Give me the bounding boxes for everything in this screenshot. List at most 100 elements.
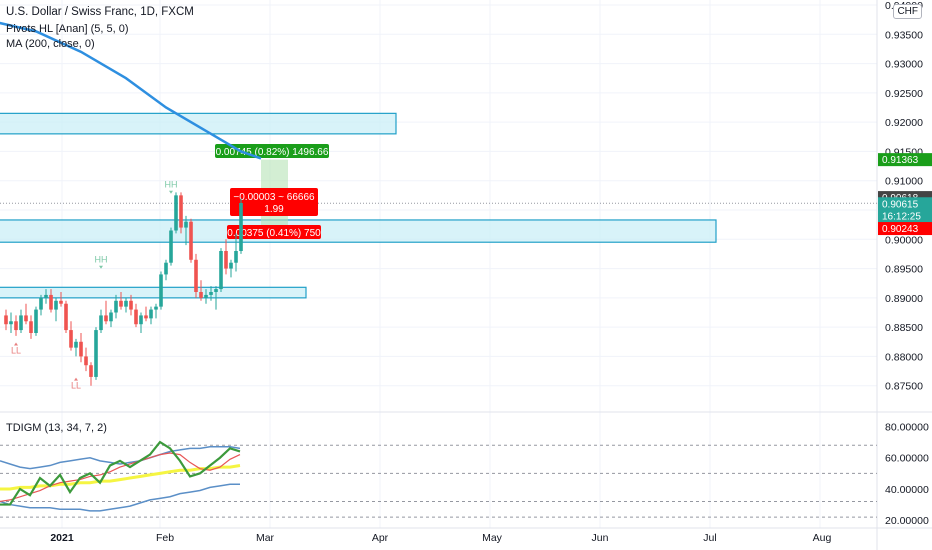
osc-lower-band xyxy=(0,483,240,512)
price-tick: 0.93500 xyxy=(885,29,923,41)
candle xyxy=(74,341,78,348)
zone-2 xyxy=(0,286,307,299)
candle xyxy=(204,294,208,298)
time-tick: Apr xyxy=(372,532,389,544)
price-tick: 0.89500 xyxy=(885,264,923,276)
candle xyxy=(209,292,213,295)
candle xyxy=(149,309,153,319)
candle xyxy=(19,315,23,331)
candle xyxy=(184,221,188,228)
candle xyxy=(109,312,113,322)
candle xyxy=(9,321,13,325)
candle xyxy=(124,300,128,307)
pivot-label: HH xyxy=(95,255,108,265)
ma-200-line xyxy=(0,21,262,160)
time-tick: Feb xyxy=(156,532,174,544)
candle xyxy=(154,306,158,310)
price-tick: 0.87500 xyxy=(885,381,923,393)
price-tag-bg xyxy=(878,222,932,236)
center-label-2: 1.99 xyxy=(264,204,284,215)
position-tool[interactable]: 0.00745 (0.82%) 1496.66 −0.00003 ~ 666661… xyxy=(215,144,329,239)
osc-upper-band xyxy=(0,446,241,470)
price-tag-bg xyxy=(878,197,932,224)
center-label-1: −0.00003 ~ 66666 xyxy=(233,192,315,203)
candle xyxy=(139,315,143,325)
candle xyxy=(129,300,133,310)
candle xyxy=(44,294,48,298)
price-tag: 0.90615 xyxy=(882,199,919,210)
candle xyxy=(54,300,58,310)
time-tick: 2021 xyxy=(50,532,74,544)
price-tag-time: 16:12:25 xyxy=(882,211,921,222)
zone-0 xyxy=(0,112,397,135)
candle xyxy=(159,274,163,307)
candle xyxy=(134,309,138,325)
pivot-marker xyxy=(74,377,78,381)
candle xyxy=(89,365,93,377)
zones-layer xyxy=(0,112,717,299)
candle xyxy=(84,356,88,366)
candle xyxy=(239,202,243,251)
pivot-label: HH xyxy=(165,180,178,190)
pivot-marker xyxy=(14,342,18,346)
price-tick: 0.88500 xyxy=(885,322,923,334)
ma-legend[interactable]: MA (200, close, 0) xyxy=(6,38,95,50)
candle xyxy=(229,262,233,269)
pivots-legend[interactable]: Pivots HL [Anan] (5, 5, 0) xyxy=(6,23,129,35)
pivot-marker xyxy=(169,190,173,194)
ma-200-layer xyxy=(0,21,262,160)
stop-label: 0.00375 (0.41%) 750 xyxy=(227,228,321,239)
candle xyxy=(39,297,43,310)
candle xyxy=(194,259,198,292)
candles-layer xyxy=(4,192,243,386)
price-tick: 0.90000 xyxy=(885,234,923,246)
target-label-bg xyxy=(215,144,329,158)
candle xyxy=(219,251,223,290)
price-tick: 0.93000 xyxy=(885,59,923,71)
candle xyxy=(174,195,178,231)
candle xyxy=(99,315,103,331)
candle xyxy=(94,330,98,377)
candle xyxy=(169,230,173,263)
chart-title: U.S. Dollar / Swiss Franc, 1D, FXCM xyxy=(6,6,194,18)
target-label: 0.00745 (0.82%) 1496.66 xyxy=(216,147,329,158)
price-tag: 0.91363 xyxy=(882,155,919,166)
candle xyxy=(224,251,228,269)
price-tick: 0.88000 xyxy=(885,351,923,363)
candle xyxy=(114,300,118,313)
price-tick: 0.92500 xyxy=(885,88,923,100)
candle xyxy=(79,341,83,357)
pivot-marker xyxy=(99,265,103,269)
candle xyxy=(24,315,28,322)
candle xyxy=(14,321,18,331)
osc-tick: 80.00000 xyxy=(885,421,929,433)
osc-tick: 20.00000 xyxy=(885,515,929,527)
candle xyxy=(199,292,203,298)
candle xyxy=(49,294,53,310)
time-tick: Jul xyxy=(703,532,716,544)
price-tick: 0.89000 xyxy=(885,293,923,305)
candle xyxy=(234,251,238,263)
time-tick: Aug xyxy=(813,532,832,544)
osc-fast-line xyxy=(0,440,241,506)
osc-signal-line xyxy=(0,452,241,503)
candle xyxy=(59,300,63,304)
candle xyxy=(164,262,168,275)
center-label-bg xyxy=(230,188,318,216)
currency-label[interactable]: CHF xyxy=(893,4,922,19)
price-tick: 0.92000 xyxy=(885,117,923,129)
candle xyxy=(34,309,38,333)
candle xyxy=(69,330,73,348)
candle xyxy=(4,315,8,325)
oscillator-legend[interactable]: TDIGM (13, 34, 7, 2) xyxy=(6,422,107,434)
candle xyxy=(179,195,183,228)
time-tick: Jun xyxy=(592,532,609,544)
time-tick: Mar xyxy=(256,532,275,544)
candle xyxy=(189,221,193,260)
pivot-label: LL xyxy=(71,381,81,391)
candle xyxy=(214,289,218,292)
price-tag-bg xyxy=(878,153,932,167)
pivot-label: LL xyxy=(11,346,21,356)
